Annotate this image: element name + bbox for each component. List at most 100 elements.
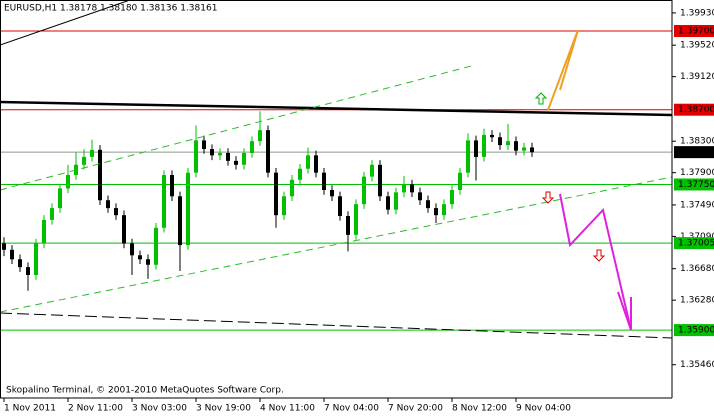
candle-body	[210, 149, 214, 156]
x-tick-label: 3 Nov 19:00	[196, 404, 251, 414]
candle-body	[234, 160, 238, 165]
candle-body	[218, 152, 222, 156]
x-tick-label: 7 Nov 20:00	[388, 404, 443, 414]
candle-body	[418, 192, 422, 201]
candle-body	[154, 227, 158, 265]
candle-body	[282, 196, 286, 216]
candle-body	[490, 134, 494, 138]
candle-body	[314, 155, 318, 173]
candle-body	[186, 172, 190, 246]
y-tick-label: 1.39520	[680, 41, 714, 51]
y-tick-label: 1.37900	[680, 168, 714, 178]
y-tick-label: 1.37090	[680, 232, 714, 242]
candle-body	[474, 140, 478, 157]
candle-body	[514, 141, 518, 151]
level-label-bg	[674, 237, 714, 250]
projection-arrow	[559, 193, 632, 331]
candle-body	[402, 184, 406, 193]
candle-body	[458, 172, 462, 190]
candle-body	[202, 140, 206, 150]
candle-body	[82, 156, 86, 165]
candle-body	[410, 184, 414, 193]
trend-line	[0, 312, 673, 339]
candle-body	[306, 155, 310, 169]
channel-line	[0, 64, 476, 191]
level-label: 1.37750	[678, 180, 714, 190]
candle-body	[362, 176, 366, 205]
candle-body	[370, 164, 374, 177]
candle-body	[42, 219, 46, 244]
x-tick-label: 1 Nov 2011	[4, 404, 56, 414]
plot-area	[0, 30, 672, 331]
y-tick-label: 1.35460	[680, 360, 714, 370]
trend-line	[0, 0, 131, 46]
candle-body	[322, 172, 326, 190]
candle-body	[138, 255, 142, 260]
footer: Skopalino Terminal, © 2001-2010 MetaQuot…	[6, 386, 284, 396]
level-label-bg	[674, 146, 714, 159]
candle-body	[482, 134, 486, 157]
level-label-bg	[674, 324, 714, 337]
candle-body	[498, 137, 502, 146]
candle-body	[266, 130, 270, 173]
candle-body	[178, 196, 182, 246]
candle-body	[290, 179, 294, 197]
chart-title: EURUSD,H1 1.38178 1.38180 1.38136 1.3816…	[4, 4, 217, 14]
candle-body	[106, 200, 110, 209]
candle-body	[378, 164, 382, 197]
candle-body	[442, 204, 446, 216]
candle-body	[522, 147, 526, 151]
y-tick-label: 1.36680	[680, 264, 714, 274]
y-tick-label: 1.39930	[680, 8, 714, 18]
candle-body	[394, 192, 398, 210]
candle-body	[122, 215, 126, 244]
candle-body	[346, 215, 350, 235]
candle-body	[330, 189, 334, 197]
x-tick-label: 7 Nov 04:00	[324, 404, 379, 414]
level-label: 1.38161	[678, 148, 714, 158]
candle-body	[50, 208, 54, 220]
channel-line	[0, 176, 673, 313]
candle-body	[10, 249, 14, 260]
candle-body	[386, 196, 390, 210]
x-tick-label: 4 Nov 11:00	[260, 404, 315, 414]
candle-body	[466, 140, 470, 173]
candle-body	[250, 141, 254, 153]
candle-body	[450, 189, 454, 205]
candle-body	[18, 259, 22, 268]
x-tick-label: 3 Nov 03:00	[132, 404, 187, 414]
drawings	[0, 0, 673, 339]
arrow-head	[617, 291, 632, 331]
level-label: 1.38700	[678, 105, 714, 115]
candle-body	[130, 243, 134, 256]
candle-body	[2, 243, 6, 250]
candle-body	[298, 168, 302, 180]
candle-body	[90, 149, 94, 157]
candle-body	[274, 172, 278, 216]
candle-body	[170, 175, 174, 197]
candle-body	[338, 196, 342, 216]
candle-body	[426, 200, 430, 209]
projection-arrow	[547, 29, 579, 111]
y-tick-label: 1.38300	[680, 137, 714, 147]
level-label-bg	[674, 25, 714, 38]
trend-line	[0, 100, 673, 117]
y-tick-label: 1.39120	[680, 72, 714, 82]
up-arrow	[534, 92, 548, 105]
candle-body	[26, 267, 30, 275]
y-tick-label: 1.37490	[680, 200, 714, 210]
x-tick-label: 8 Nov 12:00	[452, 404, 507, 414]
candle-body	[506, 141, 510, 146]
x-tick-label: 2 Nov 11:00	[68, 404, 123, 414]
level-label: 1.39700	[678, 27, 714, 37]
level-label: 1.35900	[678, 326, 714, 336]
level-label-bg	[674, 103, 714, 116]
down-arrow	[592, 249, 606, 262]
candle-body	[434, 208, 438, 216]
candle-body	[162, 175, 166, 228]
level-label-bg	[674, 178, 714, 191]
candle-body	[66, 175, 70, 189]
candle-body	[58, 188, 62, 209]
candle-body	[258, 130, 262, 142]
